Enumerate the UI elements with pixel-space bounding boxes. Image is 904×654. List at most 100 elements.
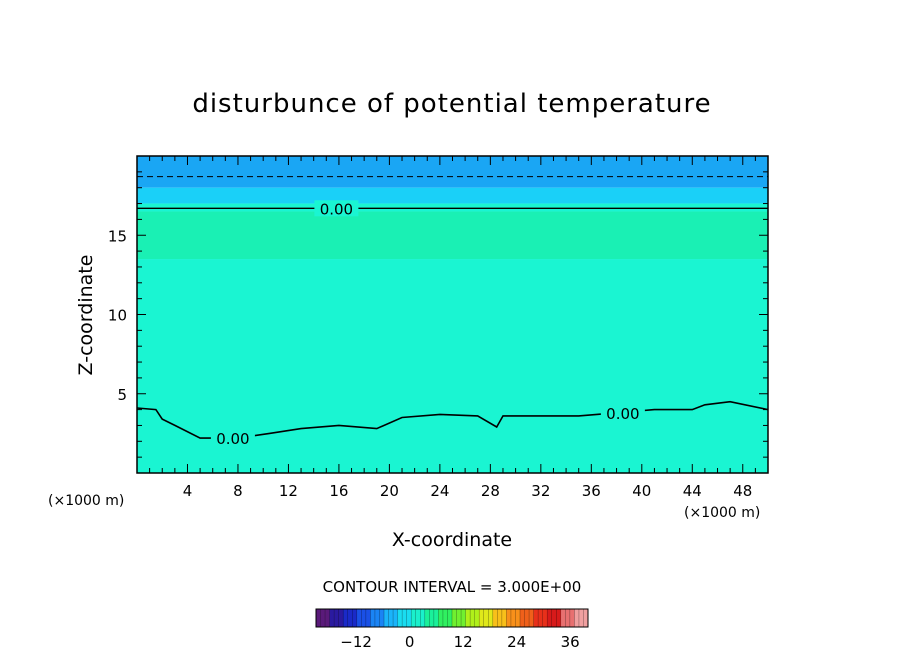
- colorbar-cell: [560, 609, 566, 627]
- colorbar-tick-label: 36: [561, 633, 580, 651]
- colorbar-cell: [479, 609, 485, 627]
- colorbar-cell: [316, 609, 321, 627]
- colorbar-tick-label: 0: [405, 633, 415, 651]
- x-axis-label: X-coordinate: [392, 529, 512, 551]
- colorbar-cell: [334, 609, 339, 627]
- zero-contour-lower: [136, 400, 769, 439]
- x-tick-label: 40: [632, 482, 651, 500]
- colorbar-cell: [456, 609, 462, 627]
- colorbar-cell: [556, 609, 562, 627]
- colorbar-cell: [470, 609, 475, 627]
- colorbar-cell: [338, 609, 344, 627]
- contour-label: 0.00: [320, 200, 353, 218]
- colorbar-cell: [583, 609, 589, 627]
- colorbar-cell: [374, 609, 380, 627]
- colorbar-cell: [565, 609, 571, 627]
- colorbar-cell: [361, 609, 367, 627]
- chart-title: disturbunce of potential temperature: [192, 89, 711, 119]
- colorbar: −12 0 12 24 36: [315, 608, 589, 651]
- x-tick-label: 44: [683, 482, 702, 500]
- colorbar-cell: [329, 609, 335, 627]
- contour-label-bg: [600, 404, 645, 421]
- colorbar-cell: [352, 609, 358, 627]
- x-tick-label: 28: [481, 482, 500, 500]
- colorbar-cell: [510, 609, 516, 627]
- colorbar-cell: [488, 609, 494, 627]
- colorbar-cell: [325, 609, 330, 627]
- colorbar-cell: [497, 609, 503, 627]
- colorbar-cell: [569, 609, 575, 627]
- colorbar-cell: [379, 609, 385, 627]
- colorbar-cell: [542, 609, 548, 627]
- colorbar-cell: [397, 609, 403, 627]
- contour-label-bg: [210, 430, 255, 447]
- colorbar-cell: [429, 609, 435, 627]
- colorbar-cell: [402, 609, 407, 627]
- x-tick-label: 36: [582, 482, 601, 500]
- colorbar-cell: [578, 609, 584, 627]
- colorbar-cell: [411, 609, 417, 627]
- colorbar-cell: [438, 609, 444, 627]
- colorbar-cell: [574, 609, 580, 627]
- x-tick-label: 16: [329, 482, 348, 500]
- y-tick-label: 15: [108, 227, 127, 245]
- colorbar-cell: [461, 609, 466, 627]
- x-tick-label: 12: [279, 482, 298, 500]
- colorbar-cell: [393, 609, 398, 627]
- contour-label-bg: [314, 200, 359, 217]
- field-band: [137, 211, 768, 260]
- colorbar-cell: [343, 609, 349, 627]
- colorbar-cell: [529, 609, 534, 627]
- colorbar-cell: [356, 609, 362, 627]
- colorbar-cell: [424, 609, 430, 627]
- colorbar-tick-label: 24: [507, 633, 526, 651]
- contour-interval-text: CONTOUR INTERVAL = 3.000E+00: [323, 578, 582, 596]
- colorbar-cell: [452, 609, 457, 627]
- colorbar-cell: [370, 609, 376, 627]
- field-band: [137, 203, 768, 212]
- colorbar-cell: [547, 609, 553, 627]
- colorbar-cell: [420, 609, 426, 627]
- colorbar-cell: [465, 609, 471, 627]
- colorbar-cell: [365, 609, 371, 627]
- x-tick-label: 48: [733, 482, 752, 500]
- y-tick-label: 5: [117, 386, 127, 404]
- colorbar-cell: [415, 609, 421, 627]
- colorbar-tick-label: 12: [454, 633, 473, 651]
- y-tick-label: 10: [108, 307, 127, 325]
- y-axis-label: Z-coordinate: [75, 255, 97, 376]
- x-tick-label: 20: [380, 482, 399, 500]
- colorbar-cell: [538, 609, 543, 627]
- colorbar-cell: [483, 609, 489, 627]
- colorbar-frame: [315, 608, 589, 628]
- colorbar-cell: [347, 609, 353, 627]
- colorbar-cell: [551, 609, 557, 627]
- colorbar-cell: [524, 609, 530, 627]
- colorbar-cell: [442, 609, 448, 627]
- colorbar-cell: [474, 609, 480, 627]
- colorbar-cell: [320, 609, 326, 627]
- colorbar-cell: [515, 609, 521, 627]
- colorbar-cell: [384, 609, 389, 627]
- colorbar-cell: [492, 609, 498, 627]
- x-tick-label: 32: [531, 482, 550, 500]
- colorbar-cell: [520, 609, 525, 627]
- colorbar-cell: [506, 609, 512, 627]
- contour-label: 0.00: [606, 405, 639, 423]
- field-band: [137, 156, 768, 188]
- x-tick-label: 8: [233, 482, 243, 500]
- colorbar-cell: [533, 609, 539, 627]
- x-tick-label: 4: [183, 482, 193, 500]
- colorbar-cell: [433, 609, 439, 627]
- colorbar-cell: [388, 609, 394, 627]
- colorbar-cell: [501, 609, 507, 627]
- contour-label: 0.00: [216, 430, 249, 448]
- field-band: [137, 187, 768, 204]
- colorbar-cell: [447, 609, 453, 627]
- x-unit-right: (×1000 m): [684, 505, 760, 521]
- x-tick-label: 24: [430, 482, 449, 500]
- colorbar-tick-label: −12: [340, 633, 372, 651]
- colorbar-cell: [406, 609, 412, 627]
